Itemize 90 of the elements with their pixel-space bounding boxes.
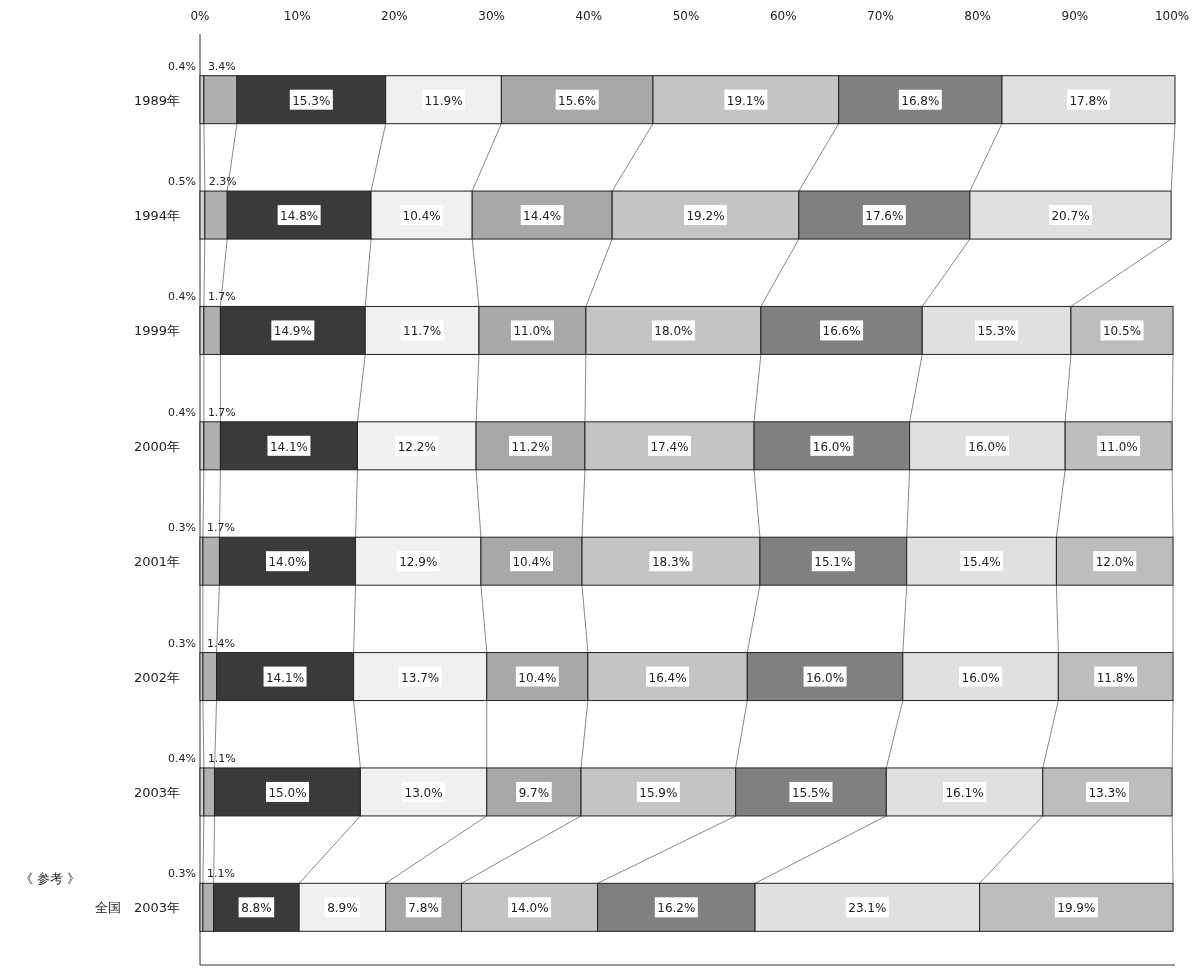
data-label: 0.4%: [168, 751, 196, 765]
data-label: 12.2%: [397, 439, 436, 454]
data-label: 23.1%: [848, 901, 887, 916]
data-label: 1.7%: [207, 405, 236, 419]
data-label: 1.4%: [206, 636, 235, 650]
data-label: 0.4%: [168, 290, 196, 304]
y-tick-label: 2002年: [133, 669, 180, 685]
data-label: 14.8%: [280, 209, 319, 224]
data-label: 16.2%: [657, 901, 696, 916]
data-label: 16.1%: [945, 785, 984, 800]
data-label: 11.0%: [1099, 439, 1138, 454]
data-label: 0.5%: [168, 175, 196, 189]
data-label: 12.0%: [1095, 555, 1134, 570]
data-label: 19.2%: [686, 209, 725, 224]
data-label: 13.3%: [1088, 785, 1127, 800]
data-label: 13.0%: [404, 785, 443, 800]
data-label: 1.7%: [206, 521, 235, 535]
data-label: 18.3%: [651, 555, 691, 570]
data-label: 1.7%: [207, 290, 236, 304]
x-tick-label: 70%: [867, 9, 894, 23]
data-label: 11.8%: [1096, 670, 1135, 685]
data-label: 16.6%: [822, 324, 861, 339]
data-label: 15.9%: [639, 785, 678, 800]
x-tick-label: 40%: [575, 9, 603, 23]
data-label: 11.7%: [403, 324, 442, 339]
data-label: 18.0%: [654, 324, 693, 339]
data-label: 14.1%: [265, 670, 305, 685]
data-label: 15.4%: [962, 555, 1001, 570]
data-label: 0.3%: [168, 636, 196, 650]
y-tick-label: 2000年: [133, 438, 180, 454]
data-label: 8.8%: [241, 901, 272, 916]
data-label: 11.0%: [513, 324, 552, 339]
x-tick-label: 100%: [1154, 9, 1190, 23]
data-label: 19.1%: [726, 93, 765, 108]
data-label: 17.4%: [650, 439, 689, 454]
data-label: 14.9%: [273, 324, 312, 339]
data-label: 10.4%: [512, 555, 551, 570]
data-label: 17.8%: [1069, 93, 1108, 108]
x-tick-label: 30%: [478, 9, 505, 23]
data-label: 16.0%: [968, 439, 1007, 454]
data-label: 15.5%: [791, 785, 831, 800]
data-label: 14.0%: [268, 555, 307, 570]
data-label: 9.7%: [518, 785, 550, 800]
x-tick-label: 50%: [672, 9, 700, 23]
data-label: 16.0%: [961, 670, 1000, 685]
data-label: 11.2%: [511, 439, 550, 454]
data-label: 2.3%: [208, 175, 237, 189]
data-label: 10.5%: [1102, 324, 1142, 339]
data-label: 0.3%: [168, 867, 196, 881]
data-label: 15.1%: [814, 555, 853, 570]
data-label: 14.4%: [523, 209, 562, 224]
x-tick-label: 10%: [283, 9, 311, 23]
data-label: 1.1%: [206, 867, 235, 881]
data-label: 15.0%: [268, 785, 307, 800]
data-label: 19.9%: [1057, 901, 1096, 916]
x-tick-label: 80%: [964, 9, 991, 23]
data-label: 16.0%: [812, 439, 851, 454]
data-label: 16.4%: [648, 670, 687, 685]
y-tick-label: 1989年: [133, 92, 180, 108]
data-label: 15.3%: [292, 93, 331, 108]
data-label: 14.1%: [269, 439, 309, 454]
data-label: 11.9%: [424, 93, 463, 108]
data-label: 16.0%: [805, 670, 845, 685]
y-tick-label: 2003年: [133, 784, 180, 800]
data-label: 0.4%: [168, 405, 196, 419]
data-label: 17.6%: [865, 209, 904, 224]
x-tick-label: 20%: [381, 9, 408, 23]
data-label: 10.4%: [402, 209, 441, 224]
data-label: 0.4%: [168, 59, 196, 73]
data-label: 14.0%: [510, 901, 549, 916]
text: 《 参考 》: [20, 871, 81, 887]
data-label: 16.8%: [901, 93, 940, 108]
x-tick-label: 60%: [769, 9, 797, 23]
data-label: 8.9%: [327, 901, 358, 916]
data-label: 15.3%: [977, 324, 1016, 339]
y-tick-label: 1999年: [133, 323, 180, 339]
y-tick-label: 1994年: [133, 208, 180, 224]
data-label: 20.7%: [1051, 209, 1090, 224]
data-label: 15.6%: [558, 93, 597, 108]
data-label: 1.1%: [207, 751, 236, 765]
data-label: 3.4%: [207, 59, 236, 73]
y-tick-label: 全国 2003年: [94, 900, 180, 916]
data-label: 10.4%: [518, 670, 557, 685]
x-tick-label: 90%: [1061, 9, 1089, 23]
data-label: 12.9%: [399, 555, 438, 570]
data-label: 13.7%: [401, 670, 440, 685]
y-tick-label: 2001年: [133, 554, 180, 570]
x-tick-label: 0%: [190, 9, 210, 23]
data-label: 0.3%: [168, 521, 196, 535]
data-label: 7.8%: [408, 901, 439, 916]
